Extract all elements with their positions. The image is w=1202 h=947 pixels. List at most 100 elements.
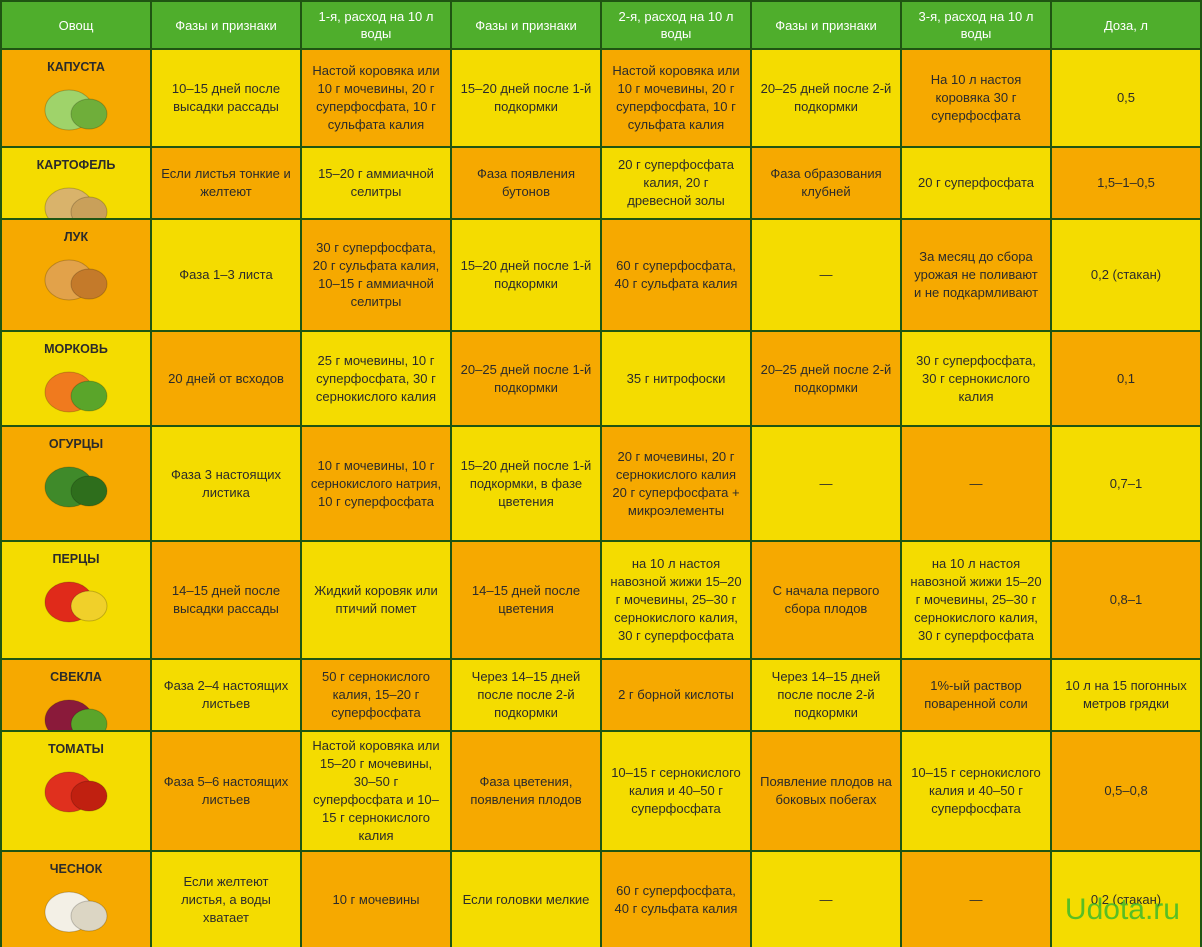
table-cell: на 10 л настоя навозной жижи 15–20 г моч… (902, 542, 1050, 658)
vegetable-cell: МОРКОВЬ (2, 332, 150, 425)
header-cell: 2-я, расход на 10 л воды (602, 2, 750, 48)
table-cell: 14–15 дней после цветения (452, 542, 600, 658)
vegetable-name: ЛУК (63, 230, 89, 244)
table-cell: 10 г мочевины, 10 г сернокислого натрия,… (302, 427, 450, 540)
vegetable-name: ОГУРЦЫ (48, 437, 104, 451)
table-cell: 20 дней от всходов (152, 332, 300, 425)
table-cell: — (752, 427, 900, 540)
table-cell: 15–20 дней после 1-й подкормки (452, 220, 600, 330)
table-cell: 15–20 г аммиачной селитры (302, 148, 450, 218)
table-cell: 0,7–1 (1052, 427, 1200, 540)
table-cell: 20–25 дней после 1-й подкормки (452, 332, 600, 425)
table-cell: 60 г суперфосфата, 40 г сульфата калия (602, 220, 750, 330)
vegetable-name: ПЕРЦЫ (52, 552, 100, 566)
table-cell: Появление плодов на боковых побегах (752, 732, 900, 850)
table-cell: 0,2 (стакан) (1052, 852, 1200, 947)
table-cell: Если желтеют листья, а воды хватает (152, 852, 300, 947)
table-cell: 25 г мочевины, 10 г суперфосфата, 30 г с… (302, 332, 450, 425)
vegetable-cell: ЛУК (2, 220, 150, 330)
table-cell: 50 г сернокислого калия, 15–20 г суперфо… (302, 660, 450, 730)
table-cell: Фаза 2–4 настоящих листьев (152, 660, 300, 730)
vegetable-cell: КАПУСТА (2, 50, 150, 146)
table-cell: Фаза 5–6 настоящих листьев (152, 732, 300, 850)
table-cell: 0,5–0,8 (1052, 732, 1200, 850)
table-cell: За месяц до сбора урожая не поливают и н… (902, 220, 1050, 330)
table-cell: 15–20 дней после 1-й подкормки (452, 50, 600, 146)
table-cell: На 10 л настоя коровяка 30 г суперфосфат… (902, 50, 1050, 146)
vegetable-name: ЧЕСНОК (49, 862, 103, 876)
table-cell: 20 г мочевины, 20 г сернокислого калия 2… (602, 427, 750, 540)
table-cell: 0,5 (1052, 50, 1200, 146)
table-cell: Фаза цветения, появления плодов (452, 732, 600, 850)
watermark: Udota.ru (1064, 893, 1180, 926)
table-cell: 15–20 дней после 1-й подкормки, в фазе ц… (452, 427, 600, 540)
table-cell: 35 г нитрофоски (602, 332, 750, 425)
table-cell: 10–15 г сернокислого калия и 40–50 г суп… (902, 732, 1050, 850)
table-cell: 1,5–1–0,5 (1052, 148, 1200, 218)
table-cell: Фаза 1–3 листа (152, 220, 300, 330)
vegetable-icon (44, 771, 108, 813)
vegetable-icon (44, 371, 108, 413)
table-cell: Фаза 3 настоящих листика (152, 427, 300, 540)
table-cell: 20–25 дней после 2-й подкормки (752, 50, 900, 146)
vegetable-icon (44, 891, 108, 933)
vegetable-icon (44, 187, 108, 218)
table-cell: 60 г суперфосфата, 40 г сульфата калия (602, 852, 750, 947)
vegetable-name: МОРКОВЬ (44, 342, 108, 356)
table-cell: 14–15 дней после высадки рассады (152, 542, 300, 658)
vegetable-name: ТОМАТЫ (48, 742, 104, 756)
vegetable-icon (44, 466, 108, 508)
vegetable-cell: КАРТОФЕЛЬ (2, 148, 150, 218)
vegetable-icon (44, 89, 108, 131)
table-cell: Настой коровяка или 10 г мочевины, 20 г … (302, 50, 450, 146)
header-cell: Фазы и признаки (152, 2, 300, 48)
header-cell: Овощ (2, 2, 150, 48)
table-cell: — (902, 427, 1050, 540)
header-cell: Фазы и признаки (752, 2, 900, 48)
header-cell: Фазы и признаки (452, 2, 600, 48)
vegetable-icon (44, 581, 108, 623)
vegetable-name: КАРТОФЕЛЬ (36, 158, 116, 172)
table-cell: 10 л на 15 погонных метров грядки (1052, 660, 1200, 730)
table-cell: 30 г суперфосфата, 30 г сернокислого кал… (902, 332, 1050, 425)
table-cell: Если головки мелкие (452, 852, 600, 947)
table-cell: 30 г суперфосфата, 20 г сульфата калия, … (302, 220, 450, 330)
header-cell: 3-я, расход на 10 л воды (902, 2, 1050, 48)
header-cell: 1-я, расход на 10 л воды (302, 2, 450, 48)
table-cell: С начала первого сбора плодов (752, 542, 900, 658)
table-cell: Через 14–15 дней после после 2-й подкорм… (452, 660, 600, 730)
table-cell: Настой коровяка или 10 г мочевины, 20 г … (602, 50, 750, 146)
table-cell: 10–15 дней после высадки рассады (152, 50, 300, 146)
vegetable-icon (44, 259, 108, 301)
table-cell: 20–25 дней после 2-й подкормки (752, 332, 900, 425)
table-cell: Жидкий коровяк или птичий помет (302, 542, 450, 658)
table-cell: на 10 л настоя навозной жижи 15–20 г моч… (602, 542, 750, 658)
table-cell: 1%-ый раствор поваренной соли (902, 660, 1050, 730)
table-cell: Настой коровяка или 15–20 г мочевины, 30… (302, 732, 450, 850)
table-cell: 0,8–1 (1052, 542, 1200, 658)
table-cell: 0,1 (1052, 332, 1200, 425)
table-cell: Фаза образования клубней (752, 148, 900, 218)
table-cell: 10 г мочевины (302, 852, 450, 947)
table-cell: 2 г борной кислоты (602, 660, 750, 730)
vegetable-icon (44, 699, 108, 730)
table-cell: — (752, 220, 900, 330)
header-cell: Доза, л (1052, 2, 1200, 48)
table-cell: 0,2 (стакан) (1052, 220, 1200, 330)
table-cell: 10–15 г сернокислого калия и 40–50 г суп… (602, 732, 750, 850)
vegetable-cell: СВЕКЛА (2, 660, 150, 730)
vegetable-cell: ОГУРЦЫ (2, 427, 150, 540)
vegetable-name: СВЕКЛА (50, 670, 102, 684)
table-cell: 20 г суперфосфата (902, 148, 1050, 218)
vegetable-cell: ЧЕСНОК (2, 852, 150, 947)
vegetable-name: КАПУСТА (47, 60, 105, 74)
table-cell: — (752, 852, 900, 947)
table-cell: — (902, 852, 1050, 947)
table-cell: 20 г суперфосфата калия, 20 г древесной … (602, 148, 750, 218)
table-cell: Фаза появления бутонов (452, 148, 600, 218)
vegetable-cell: ПЕРЦЫ (2, 542, 150, 658)
table-cell: Если листья тонкие и желтеют (152, 148, 300, 218)
vegetable-cell: ТОМАТЫ (2, 732, 150, 850)
table-cell: Через 14–15 дней после после 2-й подкорм… (752, 660, 900, 730)
